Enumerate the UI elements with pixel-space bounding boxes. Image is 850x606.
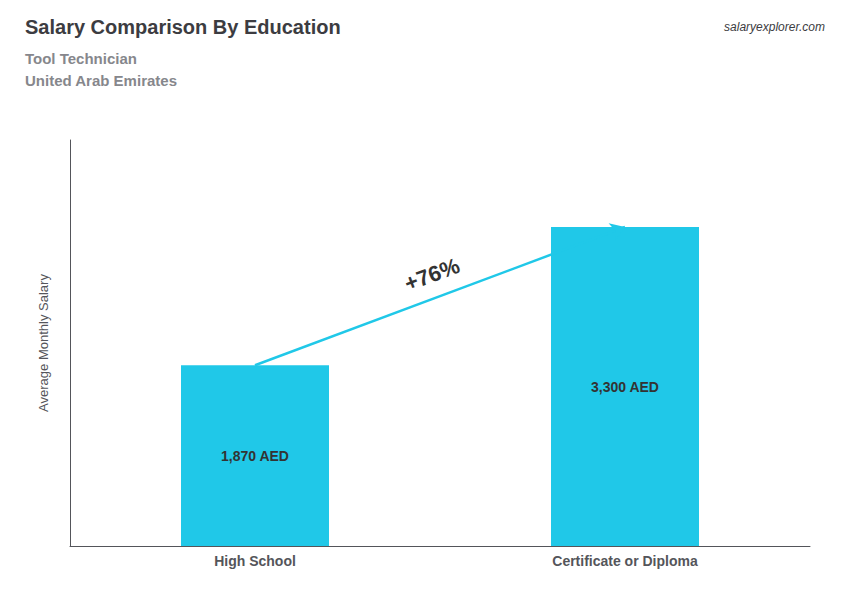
svg-text:Salary Comparison By Education: Salary Comparison By Education [25, 16, 341, 38]
svg-text:United Arab Emirates: United Arab Emirates [25, 72, 177, 89]
svg-text:salaryexplorer.com: salaryexplorer.com [724, 20, 825, 34]
svg-text:1,870 AED: 1,870 AED [221, 448, 289, 464]
svg-text:Certificate or Diploma: Certificate or Diploma [552, 553, 698, 569]
svg-text:High School: High School [214, 553, 296, 569]
svg-text:Tool Technician: Tool Technician [25, 50, 137, 67]
svg-text:Average Monthly Salary: Average Monthly Salary [36, 274, 51, 412]
svg-text:+76%: +76% [401, 253, 463, 296]
svg-text:3,300 AED: 3,300 AED [591, 379, 659, 395]
